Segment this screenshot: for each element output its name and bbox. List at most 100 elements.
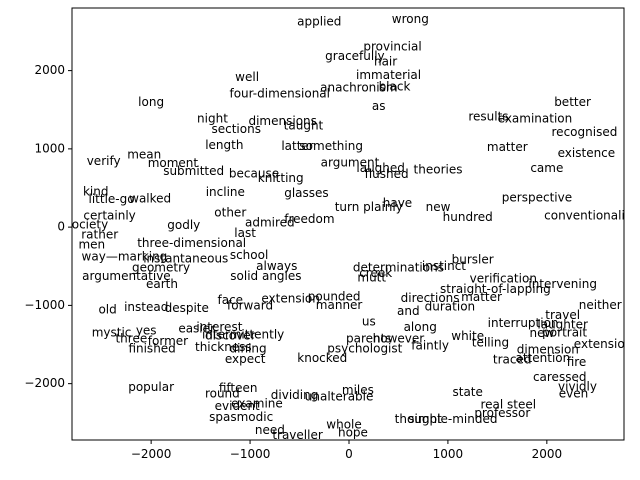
word-point-label: school bbox=[230, 248, 268, 262]
word-point-label: walked bbox=[129, 191, 171, 205]
word-point-label: conventionalities bbox=[544, 209, 640, 223]
word-point-label: white bbox=[451, 329, 484, 343]
y-axis-ticks: −2000 −1000 0 1000 2000 bbox=[24, 63, 72, 390]
y-tick-label: −1000 bbox=[24, 298, 65, 312]
word-point-label: new bbox=[529, 326, 554, 340]
word-point-label: psychologist bbox=[327, 342, 402, 356]
word-point-label: us bbox=[362, 314, 376, 328]
word-point-label: dividing bbox=[271, 388, 319, 402]
word-point-label: determinations bbox=[353, 260, 444, 274]
word-point-label: hair bbox=[374, 55, 397, 69]
word-point-label: bursler bbox=[452, 253, 494, 267]
word-point-label: have bbox=[383, 196, 412, 210]
word-point-label: gracefully bbox=[325, 49, 384, 63]
word-point-label: matter bbox=[487, 140, 528, 154]
word-point-label: new bbox=[426, 200, 451, 214]
word-point-label: simple-minded bbox=[408, 412, 497, 426]
word-point-label: verification bbox=[470, 271, 537, 285]
word-point-label: travel bbox=[545, 308, 580, 322]
word-point-label: along bbox=[404, 320, 437, 334]
word-point-label: night bbox=[197, 112, 228, 126]
word-point-label: attention bbox=[516, 351, 571, 365]
plot-frame bbox=[71, 7, 625, 441]
word-point-label: certainly bbox=[83, 209, 135, 223]
word-point-label: taught bbox=[284, 119, 324, 133]
word-point-label: sections bbox=[211, 122, 260, 136]
word-point-label: something bbox=[299, 139, 363, 153]
word-point-label: traced bbox=[493, 353, 532, 367]
word-point-label: perspective bbox=[502, 191, 572, 205]
word-point-label: yes bbox=[136, 324, 157, 338]
word-point-label: round bbox=[205, 386, 240, 400]
word-point-label: duration bbox=[425, 299, 476, 313]
word-point-label: came bbox=[530, 161, 563, 175]
word-point-label: earth bbox=[146, 277, 178, 291]
word-point-label: freedom bbox=[284, 212, 334, 226]
word-point-label: fifteen bbox=[219, 381, 258, 395]
word-point-label: latter bbox=[281, 139, 313, 153]
word-point-label: pounded bbox=[308, 289, 361, 303]
word-point-label: mean bbox=[127, 148, 161, 162]
word-point-label: examination bbox=[498, 112, 573, 126]
word-point-label: little-go bbox=[89, 192, 135, 206]
word-point-label: old bbox=[98, 303, 116, 317]
word-point-label: way—marking bbox=[82, 249, 168, 263]
x-tick-label: −2000 bbox=[131, 447, 172, 461]
word-point-label: state bbox=[452, 385, 482, 399]
word-point-label: directions bbox=[401, 291, 460, 305]
word-point-label: popular bbox=[128, 380, 174, 394]
word-point-label: real steel bbox=[480, 397, 536, 411]
word-point-label: miles bbox=[342, 383, 374, 397]
word-point-label: laughter bbox=[537, 317, 588, 331]
word-point-label: kind bbox=[83, 184, 109, 198]
word-point-label: length bbox=[205, 138, 243, 152]
word-point-label: argumentative bbox=[82, 269, 171, 283]
word-point-label: flushed bbox=[365, 167, 409, 181]
word-point-label: examine bbox=[231, 397, 283, 411]
word-point-label: telling bbox=[472, 335, 509, 349]
word-point-label: finished bbox=[128, 342, 175, 356]
word-point-label: mutt bbox=[357, 271, 386, 285]
word-point-label: instead bbox=[124, 300, 168, 314]
word-point-label: easier bbox=[178, 321, 215, 335]
x-tick-label: 1000 bbox=[433, 447, 464, 461]
word-point-label: instinct bbox=[422, 259, 466, 273]
y-tick-label: −2000 bbox=[24, 376, 65, 390]
word-point-label: extensions bbox=[574, 337, 639, 351]
word-point-label: last bbox=[234, 226, 256, 240]
word-point-label: despite bbox=[165, 301, 209, 315]
word-point-label: as bbox=[372, 99, 386, 113]
word-point-label: applied bbox=[297, 15, 341, 29]
y-tick-label: 2000 bbox=[34, 63, 65, 77]
word-point-label: portrait bbox=[542, 325, 587, 339]
word-point-label: interest bbox=[196, 320, 242, 334]
word-point-label: thickness bbox=[195, 340, 252, 354]
word-point-label: wrong bbox=[392, 12, 429, 26]
word-point-label: knocked bbox=[297, 351, 347, 365]
word-point-label: better bbox=[554, 95, 591, 109]
word-point-label: because bbox=[229, 166, 279, 180]
word-point-label: godly bbox=[167, 218, 200, 232]
word-point-label: theories bbox=[414, 163, 463, 177]
word-point-label: admired bbox=[245, 216, 295, 230]
word-point-label: instantaneous bbox=[143, 252, 228, 266]
word-point-label: forward bbox=[227, 299, 273, 313]
word-point-label: turn plainly bbox=[335, 200, 403, 214]
word-point-label: glasses bbox=[284, 186, 328, 200]
word-point-label: manner bbox=[316, 298, 363, 312]
word-point-label: always bbox=[256, 259, 297, 273]
word-point-label: intervening bbox=[528, 277, 597, 291]
word-point-label: intermittently bbox=[202, 328, 284, 342]
word-point-label: recognised bbox=[552, 125, 618, 139]
word-point-label: solid angles bbox=[230, 269, 301, 283]
word-point-label: men bbox=[78, 238, 105, 252]
word-point-label: four-dimensional bbox=[229, 87, 330, 101]
word-point-label: dining bbox=[230, 342, 267, 356]
word-point-label: geometry bbox=[132, 260, 190, 274]
word-point-label: knitting bbox=[258, 171, 304, 185]
x-axis-ticks: −2000 −1000 0 1000 2000 bbox=[131, 440, 562, 461]
y-tick-label: 0 bbox=[57, 220, 65, 234]
